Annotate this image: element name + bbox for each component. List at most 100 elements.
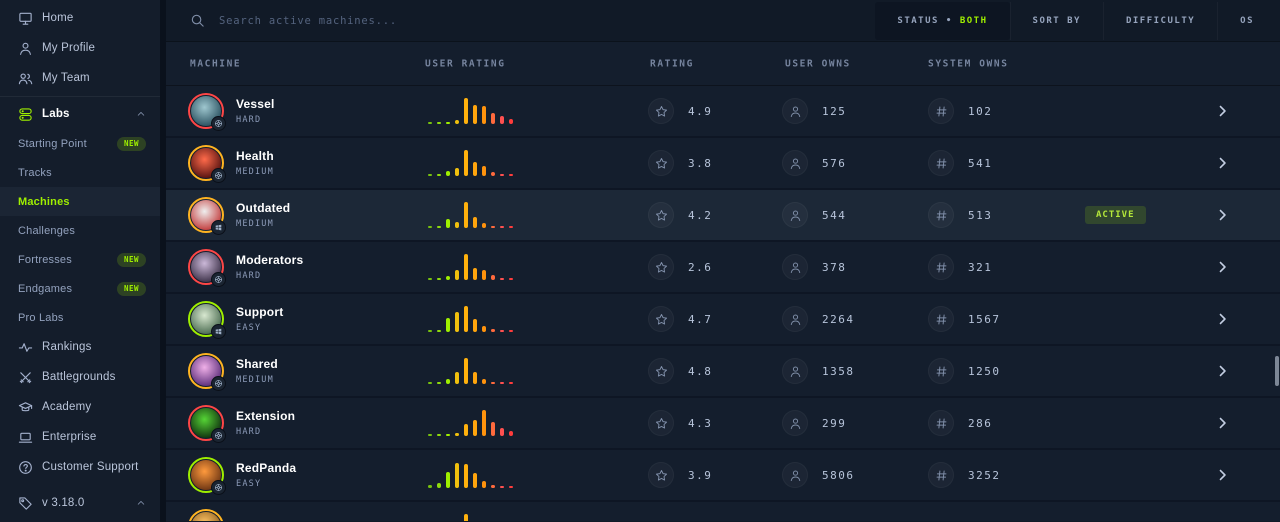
chevron-right-icon[interactable] (1216, 417, 1229, 430)
machine-row[interactable]: Moderators HARD 2.6 378 321 (166, 242, 1280, 294)
machine-row[interactable]: Shared MEDIUM 4.8 1358 1250 (166, 346, 1280, 398)
sidebar-item-home[interactable]: Home (0, 3, 160, 33)
machine-row[interactable]: Outdated MEDIUM 4.2 544 513 ACTIVE (166, 190, 1280, 242)
chevron-right-icon[interactable] (1216, 105, 1229, 118)
machine-avatar (188, 93, 226, 131)
sidebar-item-my-team[interactable]: My Team (0, 63, 160, 93)
machine-avatar (188, 301, 226, 339)
user-rating-histogram (428, 410, 513, 436)
histogram-bar (500, 486, 504, 488)
star-icon (648, 98, 674, 124)
new-badge: NEW (116, 281, 146, 296)
histogram-bar (437, 174, 441, 176)
histogram-bar (500, 278, 504, 280)
sidebar-item-challenges[interactable]: Challenges (0, 216, 160, 245)
new-badge: NEW (116, 136, 146, 151)
sidebar-item-tracks[interactable]: Tracks (0, 158, 160, 187)
user-rating-histogram (428, 358, 513, 384)
system-owns-value: 3252 (968, 468, 1001, 482)
machine-row[interactable]: Vessel HARD 4.9 125 102 (166, 86, 1280, 138)
sort-by-button[interactable]: SORT BY (1009, 1, 1103, 40)
person-icon (782, 358, 808, 384)
sidebar-items: Home My Profile My Team Labs Starting Point N… (0, 3, 160, 482)
histogram-bar (482, 410, 486, 436)
chevron-right-icon[interactable] (1216, 209, 1229, 222)
hash-icon (928, 150, 954, 176)
sidebar-item-customer-support[interactable]: Customer Support (0, 452, 160, 482)
sidebar-item-labs[interactable]: Labs (0, 99, 160, 129)
windows-icon (211, 324, 226, 339)
machine-difficulty: EASY (236, 323, 262, 333)
chevron-right-icon[interactable] (1216, 313, 1229, 326)
machine-row-partial[interactable] (166, 502, 1280, 521)
rating-value: 4.3 (688, 416, 713, 430)
system-owns-value: 102 (968, 104, 993, 118)
machine-name: Moderators (236, 253, 304, 267)
user-rating-histogram (428, 202, 513, 228)
histogram-bar (491, 329, 495, 332)
chevron-right-icon[interactable] (1216, 365, 1229, 378)
sidebar-item-enterprise[interactable]: Enterprise (0, 422, 160, 452)
histogram-bar (482, 481, 486, 488)
machine-row[interactable]: RedPanda EASY 3.9 5806 3252 (166, 450, 1280, 502)
os-filter-label: OS (1240, 15, 1254, 26)
histogram-bar (455, 312, 459, 332)
histogram-bar (428, 434, 432, 436)
difficulty-filter-button[interactable]: DIFFICULTY (1102, 1, 1217, 40)
hash-icon (928, 98, 954, 124)
seal-icon (211, 272, 226, 287)
scrollbar-thumb[interactable] (1275, 356, 1279, 386)
machine-difficulty: HARD (236, 271, 262, 281)
person-icon (782, 410, 808, 436)
sidebar-item-endgames[interactable]: Endgames NEW (0, 274, 160, 303)
histogram-bar (428, 382, 432, 384)
histogram-bar (473, 372, 477, 384)
search-icon (190, 13, 205, 28)
user-owns-value: 378 (822, 260, 847, 274)
chevron-right-icon[interactable] (1216, 157, 1229, 170)
machine-name: Shared (236, 357, 278, 371)
topbar: STATUS • BOTH SORT BY DIFFICULTY OS (166, 0, 1280, 42)
histogram-bar (473, 217, 477, 228)
rating-value: 2.6 (688, 260, 713, 274)
sidebar-item-academy[interactable]: Academy (0, 392, 160, 422)
system-owns-value: 321 (968, 260, 993, 274)
user-owns-value: 299 (822, 416, 847, 430)
chevron-right-icon[interactable] (1216, 469, 1229, 482)
histogram-bar (491, 226, 495, 228)
histogram-bar (482, 379, 486, 384)
machine-name: Extension (236, 409, 296, 423)
machines-panel: STATUS • BOTH SORT BY DIFFICULTY OS MACH… (166, 0, 1280, 522)
machine-row[interactable]: Health MEDIUM 3.8 576 541 (166, 138, 1280, 190)
histogram-bar (428, 174, 432, 176)
status-filter-button[interactable]: STATUS • BOTH (875, 1, 1010, 40)
chevron-up-icon[interactable] (136, 109, 146, 119)
user-rating-histogram (428, 462, 513, 488)
histogram-bar (482, 166, 486, 176)
seal-icon (211, 168, 226, 183)
chevron-up-icon[interactable] (136, 498, 146, 508)
machine-avatar (188, 197, 226, 235)
sidebar-item-fortresses[interactable]: Fortresses NEW (0, 245, 160, 274)
histogram-bar (446, 472, 450, 488)
os-filter-button[interactable]: OS (1217, 1, 1276, 40)
machine-row[interactable]: Extension HARD 4.3 299 286 (166, 398, 1280, 450)
machine-difficulty: HARD (236, 427, 262, 437)
table-header: MACHINE USER RATING RATING USER OWNS SYS… (166, 42, 1280, 86)
user-owns-value: 2264 (822, 312, 855, 326)
histogram-bar (428, 278, 432, 280)
machine-row[interactable]: Support EASY 4.7 2264 1567 (166, 294, 1280, 346)
sidebar-item-starting-point[interactable]: Starting Point NEW (0, 129, 160, 158)
search-input[interactable] (219, 14, 539, 27)
sidebar-item-rankings[interactable]: Rankings (0, 332, 160, 362)
sidebar-item-battlegrounds[interactable]: Battlegrounds (0, 362, 160, 392)
histogram-bar (437, 226, 441, 228)
sidebar-item-my-profile[interactable]: My Profile (0, 33, 160, 63)
sidebar-item-pro-labs[interactable]: Pro Labs (0, 303, 160, 332)
histogram-bar (464, 306, 468, 332)
chevron-right-icon[interactable] (1216, 261, 1229, 274)
sidebar-item-version[interactable]: v 3.18.0 (0, 488, 160, 518)
person-icon (782, 462, 808, 488)
sidebar-item-machines[interactable]: Machines (0, 187, 160, 216)
histogram-bar (464, 254, 468, 280)
